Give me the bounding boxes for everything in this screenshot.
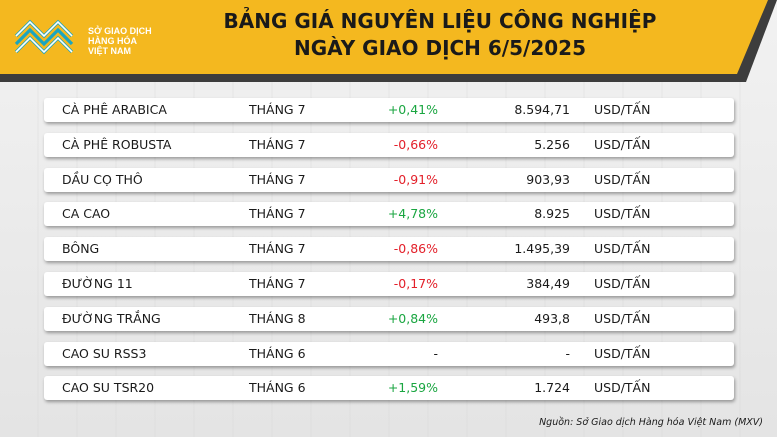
logo-line-1: SỞ GIAO DỊCH xyxy=(88,26,152,36)
price-change: -0,17% xyxy=(393,276,438,291)
contract-month: THÁNG 7 xyxy=(249,276,306,291)
contract-month: THÁNG 7 xyxy=(249,241,306,257)
contract-month: THÁNG 6 xyxy=(249,380,306,396)
price-value: 8.594,71 xyxy=(514,102,570,117)
header-banner: SỞ GIAO DỊCH HÀNG HÓA VIỆT NAM BẢNG GIÁ … xyxy=(0,0,777,82)
price-value: 903,93 xyxy=(526,171,570,187)
mxv-logo: SỞ GIAO DỊCH HÀNG HÓA VIỆT NAM xyxy=(12,8,172,64)
contract-month: THÁNG 6 xyxy=(249,345,306,361)
contract-month: THÁNG 7 xyxy=(249,171,306,187)
contract-month: THÁNG 8 xyxy=(249,310,306,326)
commodity-name: BÔNG xyxy=(62,241,100,257)
price-change: +4,78% xyxy=(387,206,438,222)
commodity-name: ĐƯỜNG 11 xyxy=(62,276,133,291)
table-row: ĐƯỜNG 11 THÁNG 7 -0,17% 384,49 USD/TẤN xyxy=(44,272,734,296)
source-note: Nguồn: Sở Giao dịch Hàng hóa Việt Nam (M… xyxy=(539,417,763,428)
table-row: BÔNG THÁNG 7 -0,86% 1.495,39 USD/TẤN xyxy=(44,237,734,262)
commodity-name: CÀ PHÊ ROBUSTA xyxy=(62,136,172,152)
price-change: -0,91% xyxy=(393,171,438,187)
table-row: CAO SU RSS3 THÁNG 6 - - USD/TẤN xyxy=(44,341,734,366)
commodity-name: CAO SU TSR20 xyxy=(62,380,155,396)
commodity-name: CA CAO xyxy=(62,206,111,222)
contract-month: THÁNG 7 xyxy=(249,206,306,222)
page-title: BẢNG GIÁ NGUYÊN LIỆU CÔNG NGHIỆP NGÀY GI… xyxy=(180,8,700,62)
logo-text: SỞ GIAO DỊCH HÀNG HÓA VIỆT NAM xyxy=(88,26,152,56)
table-row: DẦU CỌ THÔ THÁNG 7 -0,91% 903,93 USD/TẤN xyxy=(44,167,734,192)
price-value: - xyxy=(565,345,570,361)
price-change: -0,66% xyxy=(393,136,438,152)
title-line-1: BẢNG GIÁ NGUYÊN LIỆU CÔNG NGHIỆP xyxy=(223,9,657,33)
price-value: 493,8 xyxy=(534,310,570,326)
price-value: 5.256 xyxy=(534,136,570,152)
price-change: -0,86% xyxy=(393,241,438,257)
price-change: +0,41% xyxy=(387,102,438,117)
price-unit: USD/TẤN xyxy=(594,276,651,291)
logo-mark-icon xyxy=(14,19,74,55)
price-value: 384,49 xyxy=(526,276,570,291)
price-change: +1,59% xyxy=(387,380,438,396)
price-unit: USD/TẤN xyxy=(594,136,651,152)
price-unit: USD/TẤN xyxy=(594,206,651,222)
price-change: - xyxy=(433,345,438,361)
logo-line-3: VIỆT NAM xyxy=(88,46,132,56)
price-unit: USD/TẤN xyxy=(594,310,651,326)
price-unit: USD/TẤN xyxy=(594,345,651,361)
price-unit: USD/TẤN xyxy=(594,241,651,257)
table-row: ĐƯỜNG TRẮNG THÁNG 8 +0,84% 493,8 USD/TẤN xyxy=(44,306,734,331)
commodity-name: CAO SU RSS3 xyxy=(62,345,147,361)
price-unit: USD/TẤN xyxy=(594,380,651,396)
price-value: 1.724 xyxy=(534,380,570,396)
header-shape xyxy=(0,0,777,82)
commodity-name: CÀ PHÊ ARABICA xyxy=(62,102,167,117)
price-unit: USD/TẤN xyxy=(594,102,651,117)
commodity-name: DẦU CỌ THÔ xyxy=(62,171,143,187)
price-value: 8.925 xyxy=(534,206,570,222)
table-row: CÀ PHÊ ROBUSTA THÁNG 7 -0,66% 5.256 USD/TẤN xyxy=(44,132,734,157)
title-line-2: NGÀY GIAO DỊCH 6/5/2025 xyxy=(294,36,586,60)
price-change: +0,84% xyxy=(387,310,438,326)
table-row: CA CAO THÁNG 7 +4,78% 8.925 USD/TẤN xyxy=(44,202,734,227)
price-value: 1.495,39 xyxy=(514,241,570,257)
commodity-name: ĐƯỜNG TRẮNG xyxy=(62,310,161,326)
contract-month: THÁNG 7 xyxy=(249,102,306,117)
table-row: CÀ PHÊ ARABICA THÁNG 7 +0,41% 8.594,71 USD/T… xyxy=(44,98,734,122)
price-unit: USD/TẤN xyxy=(594,171,651,187)
contract-month: THÁNG 7 xyxy=(249,136,306,152)
logo-line-2: HÀNG HÓA xyxy=(88,36,137,46)
table-row: CAO SU TSR20 THÁNG 6 +1,59% 1.724 USD/TẤN xyxy=(44,376,734,401)
